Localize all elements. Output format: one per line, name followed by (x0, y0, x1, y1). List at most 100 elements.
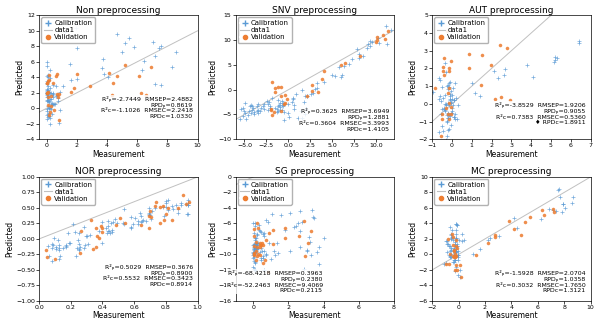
Point (383, 28, 392, 33)
Point (158, 203, 167, 209)
Point (74, 242, 84, 247)
Point (451, 235, 460, 240)
Point (449, 115, 459, 120)
Text: R²ₚ=0.3625  RMSEP=3.6949
RPDₚ=1.2881
R²ᴄ=0.3604  RMSEC=3.3993
RPDᴄ=1.4105: R²ₚ=0.3625 RMSEP=3.6949 RPDₚ=1.2881 R²ᴄ=… (299, 108, 389, 132)
Point (103, 219, 113, 224)
Point (145, 211, 154, 216)
Point (249, 248, 259, 253)
Point (444, 84, 454, 89)
Point (449, 248, 458, 253)
Point (43, 114, 53, 120)
Point (253, 252, 263, 257)
Point (265, 100, 274, 105)
Point (448, 97, 457, 102)
Point (72, 71, 82, 76)
Point (450, 111, 460, 117)
Text: R²ₚ=-2.7449  RMSEP=2.4882
RPDₚ=0.8619
R²ᴄ=-1.1026  RMSEC=2.2418
RPDᴄ=1.0330: R²ₚ=-2.7449 RMSEP=2.4882 RPDₚ=0.8619 R²ᴄ… (101, 96, 193, 119)
Point (476, 93, 485, 98)
Point (451, 252, 460, 257)
Point (249, 244, 259, 249)
Point (273, 250, 283, 256)
Point (457, 274, 466, 279)
Point (73, 238, 83, 243)
Point (452, 244, 461, 249)
Point (447, 106, 457, 111)
Point (560, 205, 570, 211)
Point (43, 104, 53, 109)
Point (528, 75, 538, 80)
Point (475, 246, 485, 251)
Point (272, 106, 282, 111)
Point (305, 239, 314, 244)
Point (431, 86, 440, 91)
Point (288, 96, 298, 101)
Point (381, 23, 391, 28)
Point (118, 49, 127, 54)
Point (437, 133, 446, 138)
Point (275, 102, 284, 107)
Point (386, 27, 396, 32)
Point (133, 221, 143, 226)
Point (120, 220, 130, 225)
Point (537, 207, 547, 213)
Point (47, 93, 56, 98)
Point (145, 225, 154, 230)
Point (251, 267, 260, 272)
Point (106, 220, 116, 226)
Legend: Calibration, data1, Validation: Calibration, data1, Validation (434, 17, 488, 43)
Point (550, 57, 560, 63)
Point (107, 230, 117, 235)
Point (447, 109, 457, 114)
Point (248, 256, 258, 261)
Point (173, 210, 183, 215)
Point (145, 213, 155, 218)
Point (168, 206, 178, 211)
Point (247, 110, 256, 115)
Point (43, 80, 52, 85)
Point (354, 55, 364, 60)
Point (251, 242, 260, 247)
Point (453, 249, 463, 254)
Point (145, 205, 154, 211)
Point (257, 241, 266, 246)
Point (452, 250, 461, 255)
Point (103, 228, 113, 233)
Point (159, 214, 169, 219)
Point (183, 203, 193, 208)
Point (43, 243, 53, 248)
Point (252, 103, 262, 108)
Point (54, 243, 64, 248)
Point (250, 251, 259, 256)
Point (49, 236, 58, 241)
Text: R²ₚ=-68.4218  RMSEP=0.3963
RPDₚ=0.2380
R²ᴄ=-52.2463  RMSEC=9.4069
RPDᴄ=0.2115: R²ₚ=-68.4218 RMSEP=0.3963 RPDₚ=0.2380 R²… (227, 270, 323, 293)
Point (536, 216, 546, 221)
Point (243, 112, 253, 117)
Point (446, 100, 455, 105)
Point (484, 238, 493, 243)
Point (71, 230, 80, 235)
Point (43, 97, 52, 102)
Point (256, 105, 266, 111)
Point (46, 107, 56, 112)
Point (449, 97, 459, 102)
Point (307, 88, 316, 93)
Point (151, 53, 160, 58)
Point (250, 110, 259, 115)
Point (184, 202, 193, 207)
Point (445, 65, 454, 70)
Point (151, 81, 160, 86)
Point (457, 231, 467, 237)
Point (256, 244, 265, 250)
Point (42, 107, 52, 112)
Point (251, 246, 261, 251)
Point (249, 111, 259, 116)
Point (449, 114, 459, 119)
Point (296, 109, 306, 114)
Point (255, 249, 265, 255)
Point (439, 128, 448, 133)
Point (182, 211, 192, 216)
Point (119, 221, 129, 226)
Point (48, 81, 58, 86)
Point (436, 98, 446, 103)
Point (263, 101, 272, 107)
